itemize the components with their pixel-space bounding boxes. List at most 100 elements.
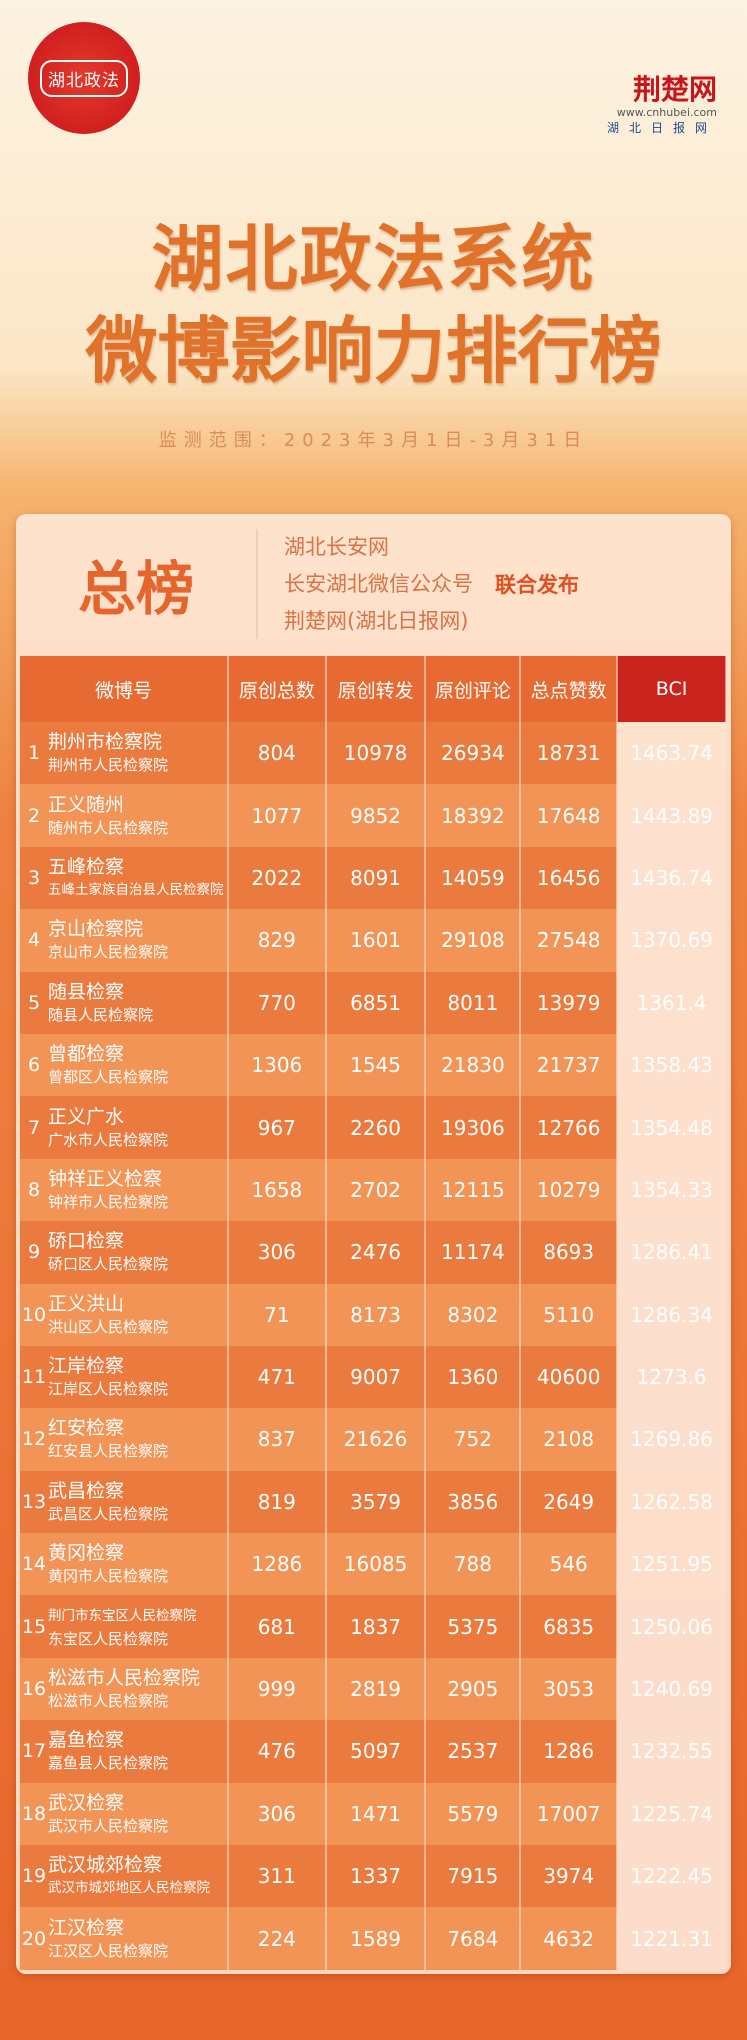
bci-cell: 1443.89 <box>617 784 727 847</box>
bci-cell: 1273.6 <box>617 1345 727 1409</box>
original-total-cell: 71 <box>227 1283 327 1346</box>
original-total-cell: 967 <box>227 1096 327 1159</box>
bci-cell: 1222.45 <box>617 1845 727 1908</box>
table-row: 8 钟祥正义检察 钟祥市人民检察院 1658 2702 12115 10279 1354.33 <box>20 1158 727 1222</box>
divider <box>256 529 258 639</box>
org-name: 江汉区人民检察院 <box>48 1941 169 1960</box>
board-name: 总榜 <box>77 555 194 623</box>
rank: 2 <box>27 804 41 827</box>
weibo-cell: 14 黄冈检察 黄冈市人民检察院 <box>20 1533 229 1596</box>
original-comments-cell: 7915 <box>425 1845 522 1908</box>
rank: 4 <box>27 929 41 952</box>
bci-cell: 1354.33 <box>617 1158 727 1222</box>
org-name: 京山市人民检察院 <box>48 943 169 962</box>
original-comments-cell: 5579 <box>425 1782 522 1846</box>
original-total-cell: 311 <box>227 1845 327 1908</box>
table-row: 3 五峰检察 五峰土家族自治县人民检察院 2022 8091 14059 16456 1436… <box>20 846 727 910</box>
original-total-cell: 804 <box>227 722 327 785</box>
joint-release: 联合发布 <box>495 573 579 597</box>
org-name: 嘉鱼县人民检察院 <box>48 1754 169 1773</box>
col-weibo: 微博号 <box>20 656 229 722</box>
bci-cell: 1225.74 <box>617 1782 727 1846</box>
rank: 19 <box>21 1865 47 1888</box>
bci-cell: 1361.4 <box>617 971 727 1034</box>
account-name: 五峰检察 <box>48 855 125 878</box>
weibo-cell: 3 五峰检察 五峰土家族自治县人民检察院 <box>20 846 229 910</box>
weibo-cell: 17 嘉鱼检察 嘉鱼县人民检察院 <box>20 1720 229 1783</box>
weibo-cell: 10 正义洪山 洪山区人民检察院 <box>20 1283 229 1346</box>
original-comments-cell: 29108 <box>425 909 522 972</box>
original-comments-cell: 7684 <box>425 1907 522 1970</box>
original-total-cell: 476 <box>227 1720 327 1783</box>
table-row: 9 硚口检察 硚口区人民检察院 306 2476 11174 8693 1286.41 <box>20 1221 727 1284</box>
original-total-cell: 681 <box>227 1595 327 1658</box>
original-comments-cell: 18392 <box>425 784 522 847</box>
sources: 湖北长安网 长安湖北微信公众号 荆楚网(湖北日报网) <box>284 529 473 640</box>
account-name: 正义洪山 <box>48 1292 125 1315</box>
bci-cell: 1232.55 <box>617 1720 727 1783</box>
rank: 12 <box>21 1428 47 1451</box>
table-row: 19 武汉城郊检察 武汉市城郊地区人民检察院 311 1337 7915 3974 1222.… <box>20 1845 727 1908</box>
original-total-cell: 829 <box>227 909 327 972</box>
ranking-table: 微博号 原创总数 原创转发 原创评论 总点赞数 BCI 1 荆州市检察院 荆州市人民… <box>20 656 727 1970</box>
bci-cell: 1269.86 <box>617 1408 727 1471</box>
total-likes-cell: 13979 <box>520 971 619 1034</box>
table-row: 14 黄冈检察 黄冈市人民检察院 1286 16085 788 546 1251.95 <box>20 1533 727 1596</box>
col-total-likes: 总点赞数 <box>520 656 619 722</box>
rank: 8 <box>27 1178 41 1201</box>
original-total-cell: 1077 <box>227 784 327 847</box>
board-header: 总榜 湖北长安网 长安湖北微信公众号 荆楚网(湖北日报网) 联合发布 <box>16 514 731 654</box>
title-line-2: 微博影响力排行榜 <box>85 308 662 393</box>
org-name: 武昌区人民检察院 <box>48 1504 169 1523</box>
table-row: 13 武昌检察 武昌区人民检察院 819 3579 3856 2649 1262.58 <box>20 1470 727 1534</box>
org-name: 随县人民检察院 <box>48 1005 154 1024</box>
brand-sub: 湖北日报网 <box>606 121 717 135</box>
account-name: 江汉检察 <box>48 1916 125 1939</box>
original-total-cell: 999 <box>227 1657 327 1721</box>
table-row: 11 江岸检察 江岸区人民检察院 471 9007 1360 40600 1273.6 <box>20 1345 727 1409</box>
account-name: 硚口检察 <box>48 1230 125 1253</box>
org-name: 随州市人民检察院 <box>48 818 169 837</box>
org-name: 钟祥市人民检察院 <box>48 1192 169 1211</box>
total-likes-cell: 1286 <box>520 1720 619 1783</box>
monitoring-range: 监测范围：2023年3月1日-3月31日 <box>158 430 589 451</box>
rank: 9 <box>27 1241 41 1264</box>
original-comments-cell: 788 <box>425 1533 522 1596</box>
total-likes-cell: 8693 <box>520 1221 619 1284</box>
total-likes-cell: 17648 <box>520 784 619 847</box>
original-reposts-cell: 1837 <box>325 1595 427 1658</box>
total-likes-cell: 3053 <box>520 1657 619 1721</box>
total-likes-cell: 5110 <box>520 1283 619 1346</box>
rank: 18 <box>21 1802 47 1825</box>
rank: 7 <box>27 1116 41 1139</box>
org-name: 广水市人民检察院 <box>48 1130 169 1149</box>
original-reposts-cell: 5097 <box>325 1720 427 1783</box>
bci-cell: 1221.31 <box>617 1907 727 1970</box>
total-likes-cell: 3974 <box>520 1845 619 1908</box>
table-row: 15 荆门市东宝区人民检察院 东宝区人民检察院 681 1837 5375 6835 1250… <box>20 1595 727 1658</box>
account-name: 江岸检察 <box>48 1355 125 1378</box>
account-name: 武昌检察 <box>48 1479 125 1502</box>
weibo-cell: 13 武昌检察武昌区人民检察院 <box>20 1470 229 1534</box>
original-total-cell: 770 <box>227 971 327 1034</box>
logo-text: 湖北政法 <box>40 59 128 97</box>
rank: 17 <box>21 1740 47 1763</box>
col-original-reposts: 原创转发 <box>325 656 427 722</box>
original-reposts-cell: 1601 <box>325 909 427 972</box>
org-name: 曾都区人民检察院 <box>48 1068 169 1087</box>
bci-cell: 1250.06 <box>617 1595 727 1658</box>
org-name: 江岸区人民检察院 <box>48 1380 169 1399</box>
org-name: 武汉市人民检察院 <box>48 1816 169 1835</box>
weibo-cell: 9 硚口检察 硚口区人民检察院 <box>20 1221 229 1284</box>
weibo-cell: 11 江岸检察 江岸区人民检察院 <box>20 1345 229 1409</box>
total-likes-cell: 10279 <box>520 1158 619 1222</box>
cnhubei-logo: 荆楚网 www.cnhubei.com 湖北日报网 <box>607 68 717 136</box>
total-likes-cell: 27548 <box>520 909 619 972</box>
account-name: 正义广水 <box>48 1105 125 1128</box>
account-name: 钟祥正义检察 <box>48 1167 163 1190</box>
rank: 13 <box>21 1490 47 1513</box>
original-comments-cell: 11174 <box>425 1221 522 1284</box>
original-total-cell: 306 <box>227 1221 327 1284</box>
original-reposts-cell: 16085 <box>325 1533 427 1596</box>
col-bci: BCI <box>617 656 727 722</box>
